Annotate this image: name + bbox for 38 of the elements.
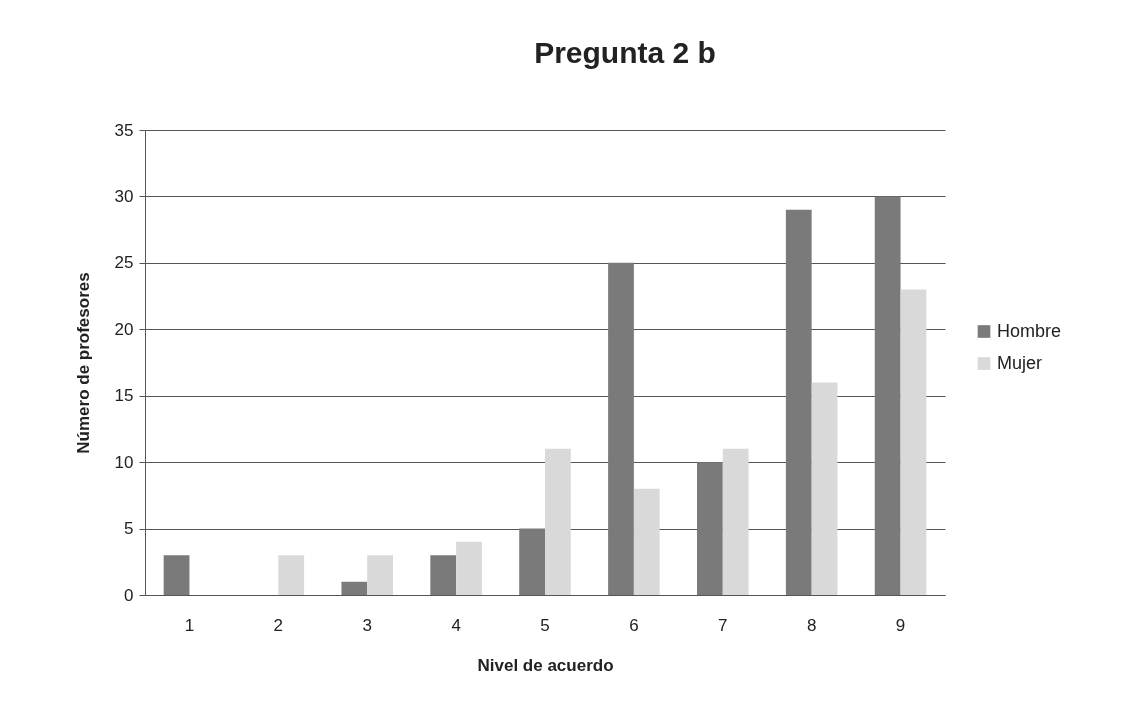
y-tick-label: 0 <box>124 585 134 605</box>
bar <box>163 555 190 595</box>
x-tick-label: 2 <box>273 615 284 635</box>
bar <box>900 289 927 595</box>
bar <box>278 555 305 595</box>
y-tick-label: 15 <box>114 386 134 406</box>
bar <box>545 448 571 595</box>
chart-title: Pregunta 2 b <box>534 36 716 69</box>
y-tick-label: 35 <box>114 120 134 140</box>
bar <box>367 555 393 595</box>
y-tick-label: 5 <box>124 519 134 539</box>
bar <box>697 462 723 595</box>
bar <box>722 448 749 595</box>
x-tick-label: 9 <box>895 615 906 635</box>
bar <box>430 555 457 595</box>
x-tick-label: 5 <box>540 615 550 635</box>
bar <box>785 209 812 595</box>
y-tick-label: 10 <box>114 452 134 472</box>
x-axis-title: Nivel de acuerdo <box>477 655 614 675</box>
bar <box>456 541 482 595</box>
x-tick-label: 4 <box>451 615 461 635</box>
bar <box>341 581 368 595</box>
x-tick-label: 6 <box>629 615 639 635</box>
x-tick-label: 7 <box>718 615 728 635</box>
bar <box>811 382 838 595</box>
x-tick-label: 1 <box>184 615 195 635</box>
x-tick-label: 3 <box>362 615 372 635</box>
y-axis-title: Número de profesores <box>73 272 93 454</box>
legend-label: Mujer <box>997 352 1043 373</box>
bar <box>519 528 545 595</box>
bar <box>608 262 634 595</box>
y-tick-label: 20 <box>114 319 134 339</box>
bar <box>874 196 901 595</box>
y-tick-label: 25 <box>114 253 134 273</box>
bar <box>633 488 660 595</box>
legend-label: Hombre <box>997 320 1062 341</box>
y-tick-label: 30 <box>114 186 134 206</box>
x-tick-label: 8 <box>806 615 817 635</box>
